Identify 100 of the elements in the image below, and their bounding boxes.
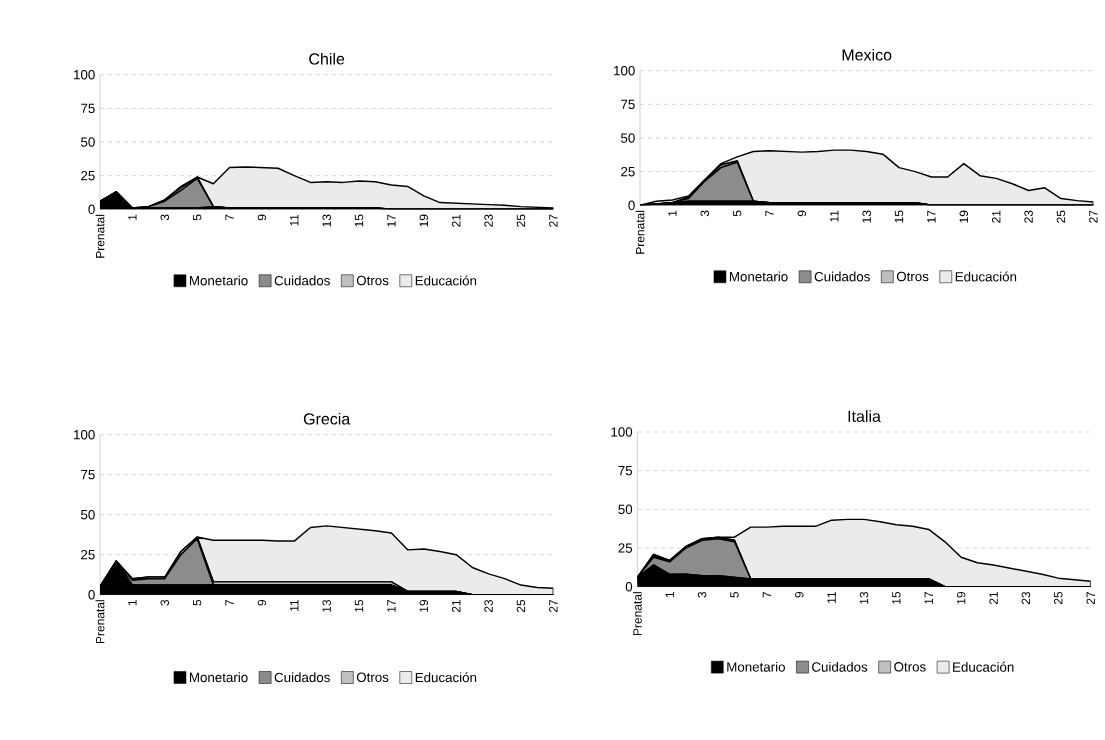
y-tick-label: 25 [81, 549, 95, 560]
x-tick-label: 5 [192, 599, 202, 606]
legend-label: Educación [415, 275, 477, 286]
chart-title: Grecia [303, 412, 351, 425]
x-tick-label: 1 [128, 599, 137, 606]
x-tick-label: 17 [387, 599, 396, 612]
x-tick-label: 9 [257, 599, 267, 606]
x-tick-label: 3 [700, 210, 710, 217]
x-tick-label: Prenatal [95, 214, 105, 258]
legend-label: Cuidados [274, 275, 330, 286]
x-tick-label: 7 [225, 599, 234, 606]
x-tick-label: 21 [452, 214, 461, 227]
legend-label: Otros [894, 662, 926, 672]
x-tick-label: 13 [859, 591, 869, 604]
x-tick-label: 13 [862, 210, 871, 223]
x-tick-label: 5 [730, 591, 739, 598]
legend-label: Cuidados [814, 271, 870, 282]
x-tick-label: 1 [128, 214, 137, 220]
x-tick-label: 7 [765, 210, 774, 217]
chart-title: Chile [309, 52, 345, 65]
x-tick-label: 27 [549, 214, 558, 227]
y-tick-label: 75 [81, 470, 95, 480]
x-tick-label: 1 [665, 591, 674, 598]
legend-label: Monetario [727, 661, 785, 672]
y-tick-label: 25 [81, 170, 95, 181]
x-tick-label: 1 [668, 210, 677, 216]
x-tick-label: 9 [257, 214, 267, 221]
x-tick-label: 3 [697, 591, 707, 598]
x-tick-label: 19 [419, 214, 429, 227]
y-tick-label: 50 [618, 504, 633, 515]
x-tick-label: 25 [516, 214, 526, 227]
y-tick-label: 75 [618, 466, 633, 476]
x-tick-label: 11 [290, 599, 299, 611]
x-tick-label: 25 [1054, 591, 1063, 605]
x-tick-label: 23 [484, 214, 493, 227]
x-tick-label: 21 [452, 599, 461, 613]
legend-label: Educación [955, 271, 1017, 282]
y-tick-label: 0 [88, 204, 95, 215]
x-tick-label: 13 [322, 599, 331, 612]
y-tick-label: 50 [81, 137, 95, 147]
x-tick-label: Prenatal [635, 210, 645, 254]
y-tick-label: 25 [621, 166, 635, 177]
x-tick-label: 3 [160, 214, 170, 221]
chart-title: Italia [848, 410, 881, 422]
y-tick-label: 75 [81, 103, 95, 113]
x-tick-label: 21 [992, 210, 1001, 223]
x-tick-label: 15 [354, 214, 364, 227]
x-tick-label: 27 [549, 599, 558, 613]
y-tick-label: 50 [621, 133, 635, 143]
legend-label: Cuidados [812, 661, 868, 672]
x-tick-label: 19 [956, 591, 966, 604]
x-tick-label: 11 [290, 214, 299, 226]
legend-label: Monetario [189, 275, 248, 286]
x-tick-label: 5 [732, 210, 742, 217]
legend-label: Otros [896, 271, 929, 282]
x-tick-label: 9 [794, 591, 804, 598]
legend-label: Monetario [189, 672, 248, 683]
legend-label: Educación [415, 672, 477, 683]
x-tick-label: Prenatal [632, 592, 642, 636]
x-tick-label: 7 [762, 591, 771, 598]
y-tick-label: 0 [625, 581, 633, 592]
x-tick-label: 7 [225, 214, 234, 221]
x-tick-label: 9 [797, 210, 807, 217]
x-tick-label: 13 [322, 214, 331, 227]
y-tick-label: 0 [88, 589, 95, 600]
x-tick-label: 21 [989, 591, 998, 605]
x-tick-label: 25 [516, 599, 526, 613]
x-tick-label: 17 [924, 591, 933, 604]
x-tick-label: 11 [830, 210, 839, 222]
x-tick-label: 23 [1024, 210, 1033, 223]
legend-label: Monetario [729, 271, 788, 282]
x-tick-label: 27 [1086, 591, 1095, 605]
legend-label: Otros [356, 275, 389, 286]
x-tick-label: 25 [1056, 210, 1066, 223]
legend-label: Educación [953, 661, 1014, 672]
x-tick-label: 5 [192, 214, 202, 221]
x-tick-label: 15 [892, 591, 901, 604]
x-tick-label: 23 [484, 599, 493, 613]
x-tick-label: 17 [387, 214, 396, 227]
legend-label: Cuidados [274, 672, 330, 683]
x-tick-label: Prenatal [95, 600, 105, 644]
x-tick-label: 17 [927, 210, 936, 223]
x-tick-label: 27 [1089, 210, 1098, 223]
y-tick-label: 75 [621, 99, 635, 109]
y-tick-label: 25 [618, 543, 633, 553]
x-tick-label: 19 [959, 210, 969, 223]
y-tick-label: 50 [81, 509, 95, 520]
y-tick-label: 0 [628, 200, 635, 211]
x-tick-label: 15 [354, 599, 364, 612]
y-tick-label: 100 [614, 65, 635, 76]
x-tick-label: 23 [1021, 591, 1031, 605]
x-tick-label: 11 [827, 591, 836, 603]
x-tick-label: 3 [160, 599, 170, 606]
y-tick-label: 100 [74, 429, 95, 440]
x-tick-label: 19 [419, 599, 429, 612]
y-tick-label: 100 [611, 427, 633, 437]
x-tick-label: 15 [894, 210, 904, 223]
chart-title: Mexico [842, 48, 892, 61]
legend-label: Otros [356, 672, 389, 682]
y-tick-label: 100 [74, 69, 95, 80]
